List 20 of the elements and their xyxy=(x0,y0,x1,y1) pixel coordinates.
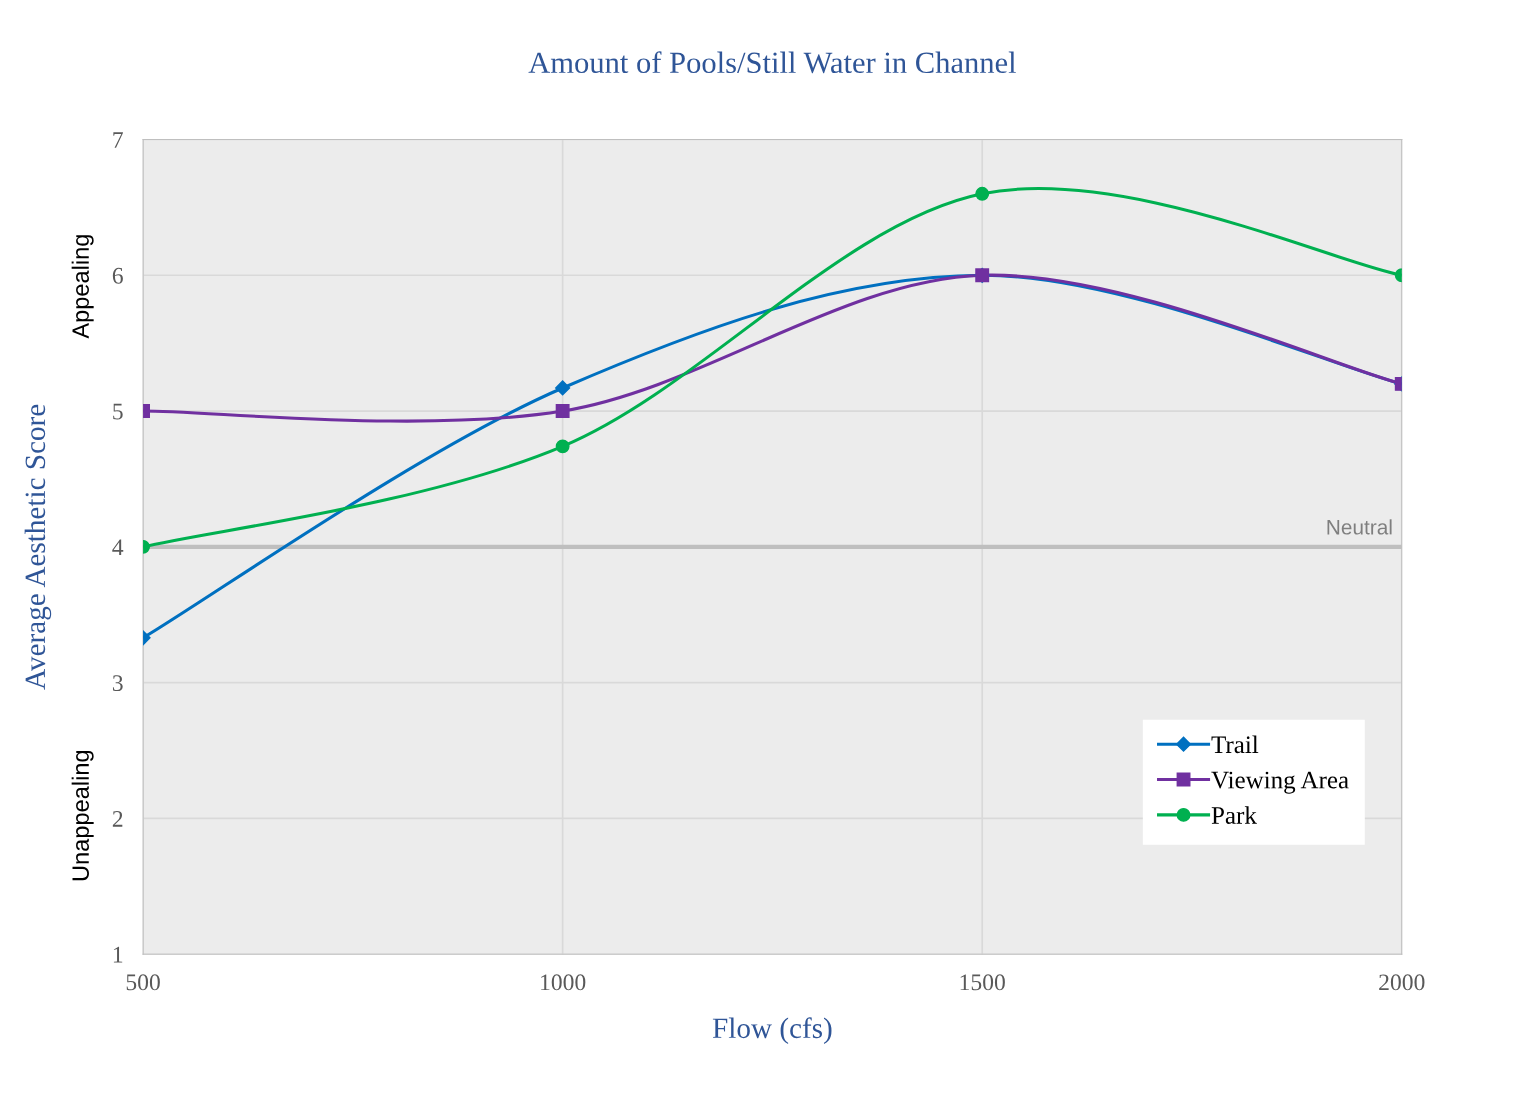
x-tick-label: 2000 xyxy=(1379,974,1425,991)
y-tick-label: 7 xyxy=(113,132,123,148)
legend-label: Park xyxy=(1211,806,1257,824)
legend-label: Viewing Area xyxy=(1211,771,1349,794)
text: Appealing xyxy=(71,235,94,339)
y-axis-title: Average Aesthetic Score xyxy=(24,404,52,690)
legend-label: Trail xyxy=(1211,735,1259,754)
y-tick-label: 1 xyxy=(113,946,123,963)
y-tick-label: 3 xyxy=(112,675,123,692)
y-tick-label: 4 xyxy=(112,539,124,556)
x-tick-label: 1000 xyxy=(541,974,586,991)
y-tick-label: 2 xyxy=(112,811,123,827)
text: Unappealing xyxy=(71,750,94,881)
ref-line-label: Neutral xyxy=(1327,519,1392,535)
x-axis-title: Flow (cfs) xyxy=(712,1017,832,1045)
y-tick-label: 5 xyxy=(113,403,123,420)
x-tick-label: 1500 xyxy=(960,974,1005,991)
chart-title: Amount of Pools/Still Water in Channel xyxy=(528,51,1017,74)
x-tick-label: 500 xyxy=(126,974,160,991)
y-tick-label: 6 xyxy=(112,267,123,284)
